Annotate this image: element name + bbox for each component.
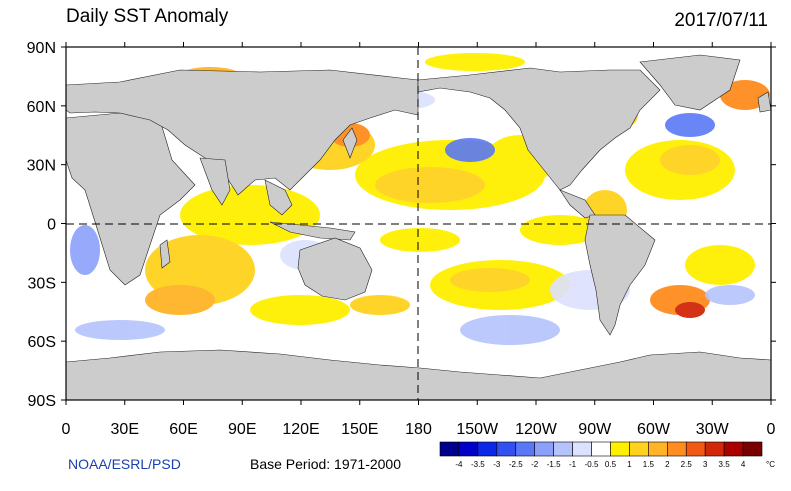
japan (342, 127, 358, 159)
colorbar-swatch (704, 441, 725, 457)
lon-label: 60W (637, 421, 671, 438)
colorbar-swatch (515, 441, 536, 457)
colorbar-swatch (458, 441, 479, 457)
australia (297, 237, 373, 301)
lat-label: 90S (28, 393, 56, 410)
lat-label: 60S (28, 334, 56, 351)
colorbar-label: 2 (665, 460, 670, 469)
colorbar-swatch (477, 441, 498, 457)
colorbar-swatch (610, 441, 630, 457)
lat-label: 90N (27, 40, 56, 57)
colorbar-label: 3 (703, 460, 708, 469)
colorbar-swatch (439, 441, 460, 457)
colorbar-label: 1.5 (643, 460, 655, 469)
lat-label: 0 (47, 217, 56, 234)
lon-label: 30E (111, 421, 139, 438)
colorbar-swatch (742, 441, 763, 457)
colorbar-label: 0.5 (605, 460, 617, 469)
colorbar-label: -4 (455, 460, 463, 469)
indonesia (269, 221, 356, 241)
lat-label: 30S (28, 275, 56, 292)
colorbar-swatch (534, 441, 554, 457)
colorbar-label: 1 (627, 460, 632, 469)
map-area (66, 47, 771, 400)
lon-label: 30W (696, 421, 730, 438)
lat-label: 30N (27, 158, 56, 175)
lat-label: 60N (27, 99, 56, 116)
lon-label: 150W (456, 421, 499, 438)
latitude-axis: 90N 60N 30N 0 30S 60S 90S (27, 40, 776, 410)
colorbar-swatch (648, 441, 668, 457)
colorbar-swatch (572, 441, 592, 457)
base-period-label: Base Period: 1971-2000 (250, 456, 401, 472)
colorbar-swatch (723, 441, 744, 457)
colorbar-label: -2.5 (509, 460, 523, 469)
lon-label: 60E (169, 421, 197, 438)
credit-label: NOAA/ESRL/PSD (68, 456, 181, 472)
longitude-axis: 0 30E 60E 90E 120E 150E 180 150W 120W 90W 60W 30W 0 (62, 42, 776, 438)
lon-label: 0 (767, 421, 776, 438)
colorbar-swatch (666, 441, 687, 457)
greenland (639, 54, 741, 111)
lon-label: 180 (405, 421, 432, 438)
south-america (584, 214, 656, 336)
map-date: 2017/07/11 (674, 10, 768, 31)
colorbar-unit: °C (766, 460, 775, 469)
colorbar-swatch (496, 441, 517, 457)
map-title: Daily SST Anomaly (66, 6, 229, 27)
india (199, 157, 231, 206)
land (66, 54, 771, 400)
lon-label: 0 (62, 421, 71, 438)
lon-label: 90W (578, 421, 612, 438)
north-america (417, 67, 661, 191)
colorbar-swatch (553, 441, 573, 457)
lon-label: 120W (515, 421, 558, 438)
lon-label: 150E (341, 421, 378, 438)
madagascar (159, 239, 171, 269)
colorbar-label: 2.5 (681, 460, 693, 469)
colorbar-swatch (591, 441, 611, 457)
lon-label: 90E (228, 421, 256, 438)
colorbar-label: -2 (531, 460, 539, 469)
colorbar-label: 3.5 (719, 460, 731, 469)
colorbar-label: -0.5 (585, 460, 599, 469)
colorbar-label: -1 (569, 460, 577, 469)
colorbar-label: -3 (493, 460, 501, 469)
africa (66, 112, 196, 286)
colorbar-label: -1.5 (547, 460, 561, 469)
colorbar-label: 4 (741, 460, 746, 469)
british-isles (757, 91, 771, 113)
colorbar-swatch (629, 441, 649, 457)
colorbar-swatch (685, 441, 706, 457)
colorbar: -4 -3.5 -3 -2.5 -2 -1.5 -1 -0.5 0.5 1 1.5 2 2.5 3 3.5 4… (439, 441, 775, 469)
lon-label: 120E (282, 421, 319, 438)
eurasia (66, 69, 419, 196)
colorbar-label: -3.5 (471, 460, 485, 469)
se-asia (264, 179, 293, 216)
